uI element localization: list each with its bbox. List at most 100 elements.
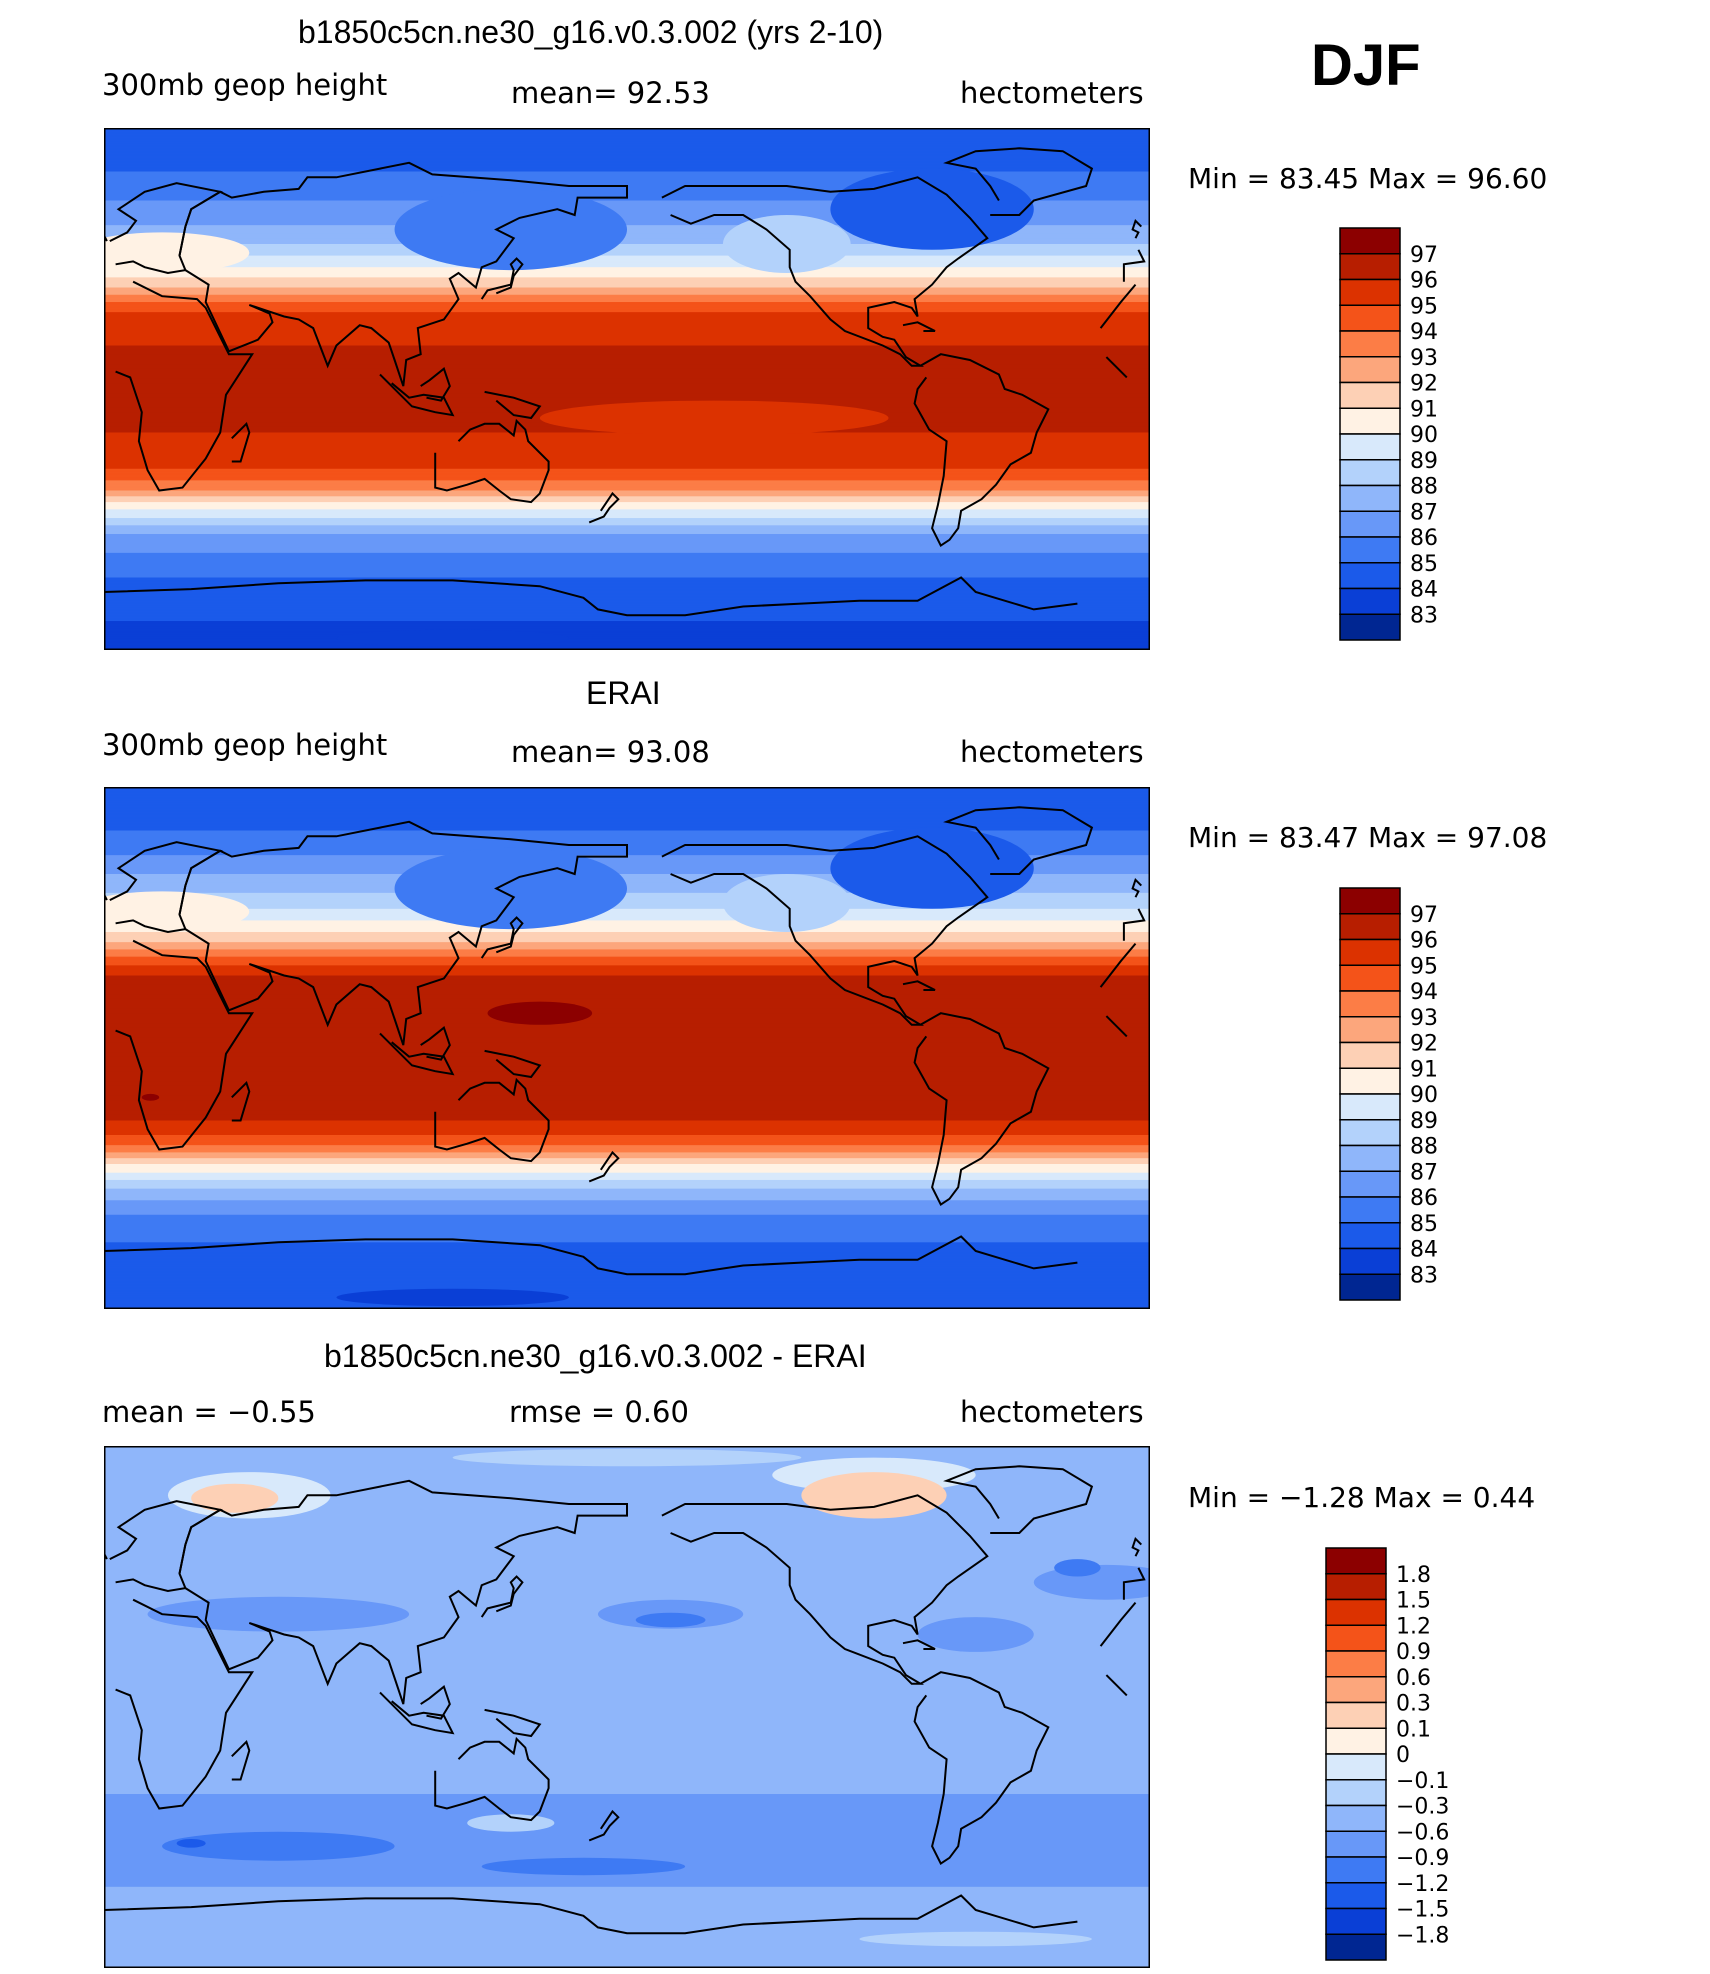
contour-band xyxy=(104,1027,1150,1030)
colorbar-swatch xyxy=(1339,227,1401,255)
contour-band xyxy=(104,1150,1150,1153)
contour-band xyxy=(104,1142,1150,1145)
contour-band xyxy=(104,959,1150,962)
colorbar-swatch xyxy=(1339,1222,1401,1250)
coastline-greenland xyxy=(943,806,1094,875)
contour-band xyxy=(104,538,1150,541)
contour-band xyxy=(104,249,1150,252)
contour-band xyxy=(104,515,1150,518)
colorbar-label: 90 xyxy=(1410,423,1438,448)
contour-band xyxy=(104,1227,1150,1230)
contour-band xyxy=(104,583,1150,586)
contour-band xyxy=(104,500,1150,503)
contour-band xyxy=(104,632,1150,635)
contour-band xyxy=(104,520,1150,523)
contour-band xyxy=(104,399,1150,402)
coastline-asia xyxy=(178,1479,628,1705)
contour-band xyxy=(104,1229,1150,1232)
contour-band xyxy=(104,274,1150,277)
contour-band xyxy=(104,207,1150,210)
contour-band xyxy=(104,1155,1150,1158)
contour-band xyxy=(104,513,1150,516)
colorbar-swatch xyxy=(1339,278,1401,306)
contour-band xyxy=(104,824,1150,827)
contour-band xyxy=(104,589,1150,592)
colorbar-label: 89 xyxy=(1410,1109,1438,1134)
contour-band xyxy=(104,577,1150,580)
contour-band xyxy=(104,1135,1150,1138)
contour-band xyxy=(104,1252,1150,1255)
contour-band xyxy=(104,580,1150,583)
contour-band xyxy=(104,238,1150,241)
contour-band xyxy=(104,576,1150,579)
contour-band xyxy=(104,1301,1150,1304)
contour-band xyxy=(104,349,1150,352)
contour-band xyxy=(104,975,1150,978)
contour-band xyxy=(104,1026,1150,1029)
contour-band xyxy=(104,645,1150,648)
contour-band xyxy=(104,502,1150,505)
contour-band xyxy=(104,955,1150,958)
contour-band xyxy=(104,304,1150,307)
contour-band xyxy=(104,597,1150,600)
contour-band xyxy=(104,1242,1150,1245)
contour-band xyxy=(104,320,1150,323)
coastline-indonesia xyxy=(379,373,455,417)
colorbar-swatch xyxy=(1325,1598,1387,1626)
contour-band xyxy=(104,400,1150,403)
contour-band xyxy=(104,172,1150,175)
contour-band xyxy=(104,628,1150,631)
contour-band xyxy=(104,204,1150,207)
contour-band xyxy=(104,1295,1150,1298)
contour-band xyxy=(104,581,1150,584)
contour-band xyxy=(104,197,1150,200)
contour-band xyxy=(104,299,1150,302)
coastline-africa xyxy=(1099,1601,1137,1647)
trough-east-asia xyxy=(394,188,627,271)
colorbar-swatch xyxy=(1339,1144,1401,1172)
coastline-japan xyxy=(480,257,524,300)
colorbar-label: 96 xyxy=(1410,929,1438,954)
coastline-asia xyxy=(178,161,628,387)
contour-band xyxy=(104,1034,1150,1037)
contour-band xyxy=(104,994,1150,997)
colorbar-label: 1.5 xyxy=(1396,1589,1431,1614)
colorbar-swatch xyxy=(1339,938,1401,966)
contour-band xyxy=(104,567,1150,570)
contour-band xyxy=(104,881,1150,884)
contour-band xyxy=(104,273,1150,276)
colorbar-label: 92 xyxy=(1410,1032,1438,1057)
contour-band xyxy=(104,887,1150,890)
contour-band xyxy=(104,1040,1150,1043)
coastline-greenland xyxy=(943,147,1094,216)
panel3-units-label: hectometers xyxy=(960,1395,1144,1429)
contour-band xyxy=(104,1300,1150,1303)
contour-band xyxy=(104,921,1150,924)
contour-band xyxy=(104,933,1150,936)
contour-band xyxy=(104,510,1150,513)
contour-band xyxy=(104,939,1150,942)
contour-band xyxy=(104,1256,1150,1259)
contour-band xyxy=(104,593,1150,596)
contour-band xyxy=(104,860,1150,863)
colorbar-swatch xyxy=(1339,587,1401,615)
contour-band xyxy=(104,1095,1150,1098)
contour-band xyxy=(104,361,1150,364)
contour-band xyxy=(104,992,1150,995)
coastline-africa xyxy=(1099,283,1137,329)
contour-band xyxy=(104,564,1150,567)
contour-band xyxy=(104,1304,1150,1307)
contour-band xyxy=(104,438,1150,441)
contour-band xyxy=(104,139,1150,142)
contour-band xyxy=(104,839,1150,842)
contour-band xyxy=(104,161,1150,164)
coastline-japan xyxy=(480,916,524,959)
contour-band xyxy=(104,968,1150,971)
coastline-south-america xyxy=(913,1671,1050,1866)
contour-band xyxy=(104,961,1150,964)
contour-band xyxy=(104,875,1150,878)
contour-band xyxy=(104,1152,1150,1155)
contour-band xyxy=(104,606,1150,609)
contour-band xyxy=(104,177,1150,180)
colorbar-swatch xyxy=(1339,613,1401,641)
